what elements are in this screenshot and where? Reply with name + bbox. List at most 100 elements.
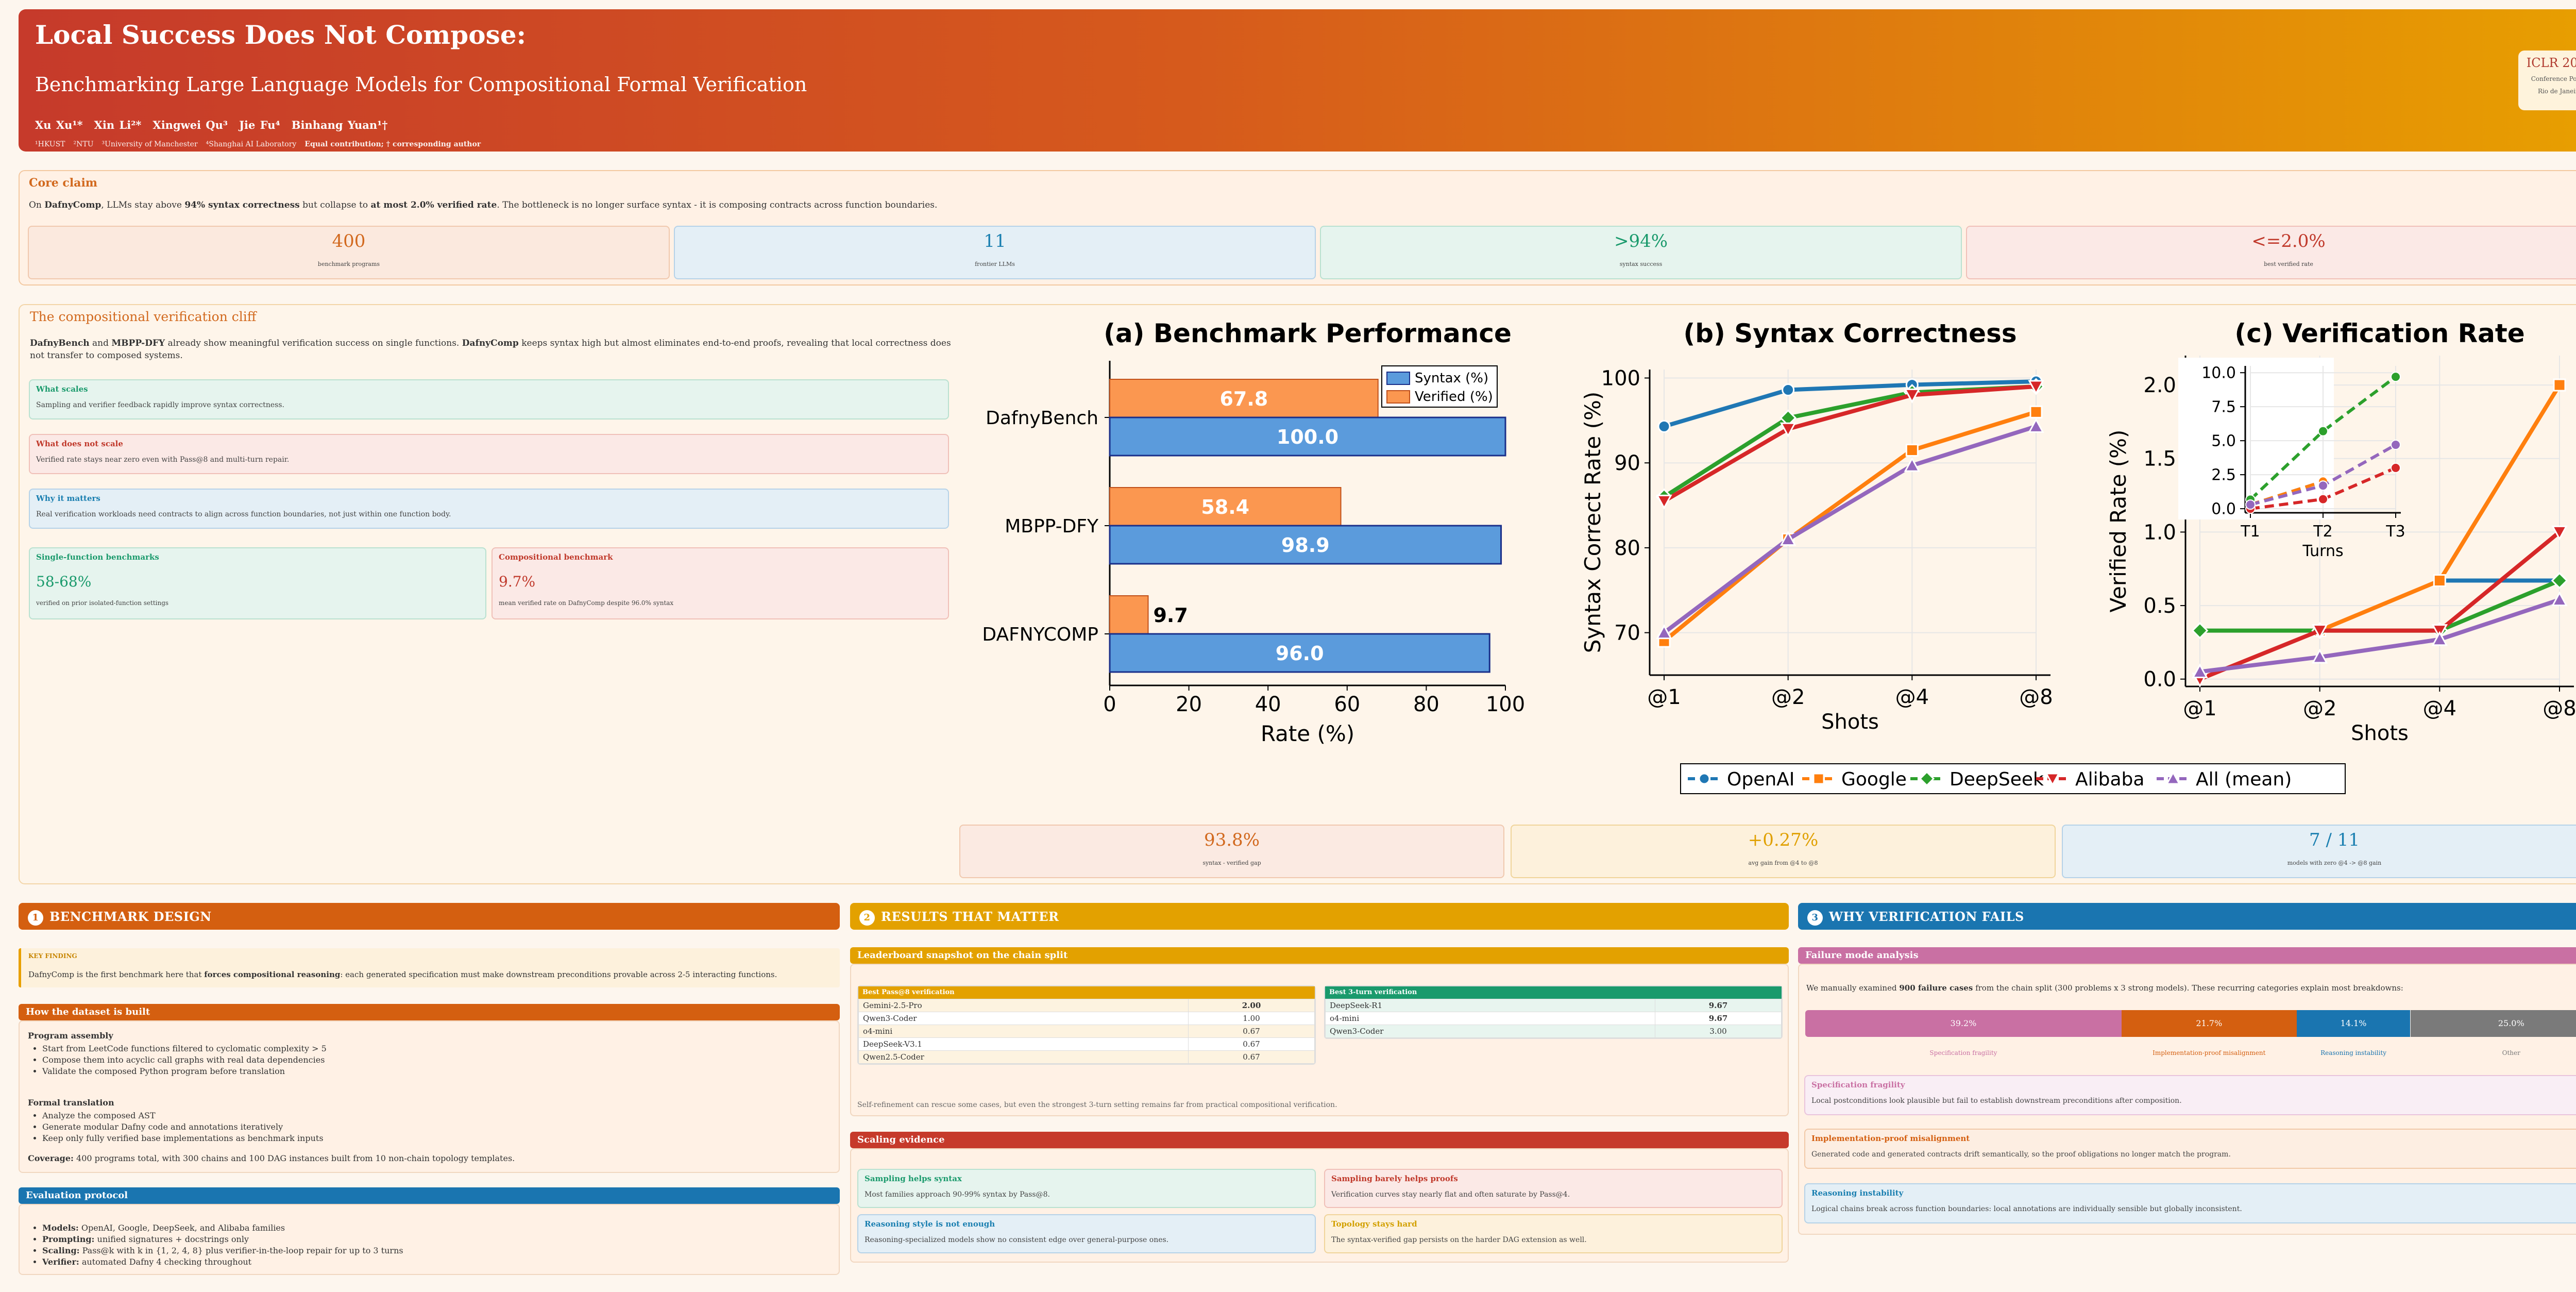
failure-segment: 25.0% xyxy=(2410,1010,2576,1037)
chart-c-inset-series-line xyxy=(2249,375,2397,501)
key-finding-box: KEY FINDING DafnyComp is the first bench… xyxy=(19,948,840,987)
venue-name: ICLR 2026 xyxy=(2526,56,2576,70)
legend-marker xyxy=(1812,773,1825,785)
chart-a-category-label: DAFNYCOMP xyxy=(982,624,1098,645)
failure-segment-label: Reasoning instability xyxy=(2320,1049,2387,1056)
failure-segment: 21.7% xyxy=(2121,1010,2297,1037)
chart-b-ytick-label: 70 xyxy=(1614,622,1640,645)
pass8-table: Best Pass@8 verification Gemini-2.5-Pro 2… xyxy=(857,985,1316,1065)
model-name: Qwen2.5-Coder xyxy=(858,1050,1189,1064)
chart-c-inset-point xyxy=(2391,440,2401,450)
failure-segment-label: Other xyxy=(2502,1049,2520,1056)
table-row: Qwen2.5-Coder 0.67 xyxy=(858,1050,1315,1064)
results-figure: (a) Benchmark Performance 0 20 40 60 80 100 Rat… xyxy=(982,318,2576,794)
card-reasoning-instability: Reasoning instability Logical chains brea… xyxy=(1804,1183,2576,1223)
card-impl-misalignment: Implementation-proof misalignment Generat… xyxy=(1804,1129,2576,1169)
chart-c-point xyxy=(2553,378,2566,392)
chart-c-inset-point xyxy=(2391,372,2401,382)
chart-c-xtick-label: @4 xyxy=(2423,697,2456,720)
model-name: Gemini-2.5-Pro xyxy=(858,999,1189,1012)
legend-label: Google xyxy=(1841,769,1907,790)
chart-c-point xyxy=(2192,663,2208,678)
failure-mode-bar: 39.2% 21.7% 14.1% 25.0% xyxy=(1805,1010,2576,1037)
chart-a-legend-label: Syntax (%) xyxy=(1415,371,1488,386)
chart-b-xlabel: Shots xyxy=(1821,710,1879,734)
model-score: 2.00 xyxy=(1188,999,1315,1012)
chart-a-bar-syntax xyxy=(1109,416,1506,457)
chart-c-xtick-label: @1 xyxy=(2183,697,2216,720)
model-name: Qwen3-Coder xyxy=(1325,1025,1655,1038)
chart-b-series-line xyxy=(1663,410,2037,643)
model-score: 0.67 xyxy=(1188,1050,1315,1064)
chart-b-series-line xyxy=(1663,384,2037,503)
chart-a-legend-label: Verified (%) xyxy=(1415,389,1493,405)
stat-gap: 93.8% syntax - verified gap xyxy=(959,825,1504,878)
chart-b-point xyxy=(1657,420,1671,433)
chart-c-ytick-label: 1.5 xyxy=(2143,447,2176,471)
chart-c-ytick-label: 0.0 xyxy=(2143,668,2176,692)
model-score: 9.67 xyxy=(1655,999,1782,1012)
chart-c-inset-ytick-label: 7.5 xyxy=(2211,398,2236,416)
table-row: Gemini-2.5-Pro 2.00 xyxy=(858,999,1315,1012)
chart-a-legend-swatch xyxy=(1386,372,1410,385)
assembly-list: Start from LeetCode functions filtered t… xyxy=(42,1043,327,1077)
chart-b-title: (b) Syntax Correctness xyxy=(1683,318,2016,348)
legend-marker xyxy=(1698,773,1710,785)
chart-c-inset-ytick-label: 10.0 xyxy=(2201,364,2236,382)
leaderboard-note: Self-refinement can rescue some cases, b… xyxy=(857,1101,1337,1109)
chart-c-inset-ytick-label: 2.5 xyxy=(2211,466,2236,484)
stat-best-verified-rate: <=2.0% best verified rate xyxy=(1966,226,2576,279)
chart-c-inset-point xyxy=(2391,462,2401,473)
chart-b-xtick-label: @8 xyxy=(2019,685,2053,709)
chart-a-label-verified: 9.7 xyxy=(1153,604,1188,627)
evidence-sampling-syntax: Sampling helps syntax Most families appro… xyxy=(857,1169,1316,1208)
card-spec-fragility: Specification fragility Local postconditi… xyxy=(1804,1075,2576,1115)
cliff-title: The compositional verification cliff xyxy=(30,309,257,324)
legend-label: Alibaba xyxy=(2075,769,2144,790)
venue-badge: ICLR 2026 Conference Poster Rio de Janei… xyxy=(2518,51,2576,110)
chart-b-xtick-label: @4 xyxy=(1895,685,1929,709)
poster-title: Local Success Does Not Compose: xyxy=(35,20,527,50)
chart-c-ytick-label: 2.0 xyxy=(2143,374,2176,397)
subsection-eval-protocol: Evaluation protocol xyxy=(19,1187,840,1204)
callout-what-scales: What scales Sampling and verifier feedbac… xyxy=(29,379,949,420)
chart-c-inset-xtick-label: T1 xyxy=(2240,523,2260,541)
chart-b-point xyxy=(1782,383,1795,397)
chart-c-point xyxy=(2433,574,2446,588)
chart-c-point xyxy=(2191,622,2209,639)
table-row: Qwen3-Coder 1.00 xyxy=(858,1012,1315,1025)
model-name: DeepSeek-V3.1 xyxy=(858,1037,1189,1051)
chart-c-ytick-label: 0.5 xyxy=(2143,594,2176,618)
chart-a-label-verified: 58.4 xyxy=(1201,496,1249,518)
table-row: o4-mini 9.67 xyxy=(1325,1012,1782,1025)
venue-place: Rio de Janeiro xyxy=(2537,88,2576,95)
chart-a-category-label: DafnyBench xyxy=(986,408,1098,429)
author: Binhang Yuan¹† xyxy=(291,119,388,131)
model-score: 0.67 xyxy=(1188,1025,1315,1038)
model-name: Qwen3-Coder xyxy=(858,1012,1189,1025)
table-row: DeepSeek-V3.1 0.67 xyxy=(858,1037,1315,1051)
chart-c-inset-series-line xyxy=(2250,480,2324,507)
callout-why-it-matters: Why it matters Real verification workload… xyxy=(29,489,949,529)
subsection-failure-modes: Failure mode analysis xyxy=(1798,947,2576,964)
subsection-scaling: Scaling evidence xyxy=(850,1132,1789,1148)
affiliation: ¹HKUST xyxy=(35,140,65,148)
chart-c-inset-point xyxy=(2318,480,2328,491)
chart-b-point xyxy=(1780,422,1797,438)
callout-what-does-not-scale: What does not scale Verified rate stays n… xyxy=(29,434,949,474)
stat-frontier-llms: 11 frontier LLMs xyxy=(674,226,1316,279)
chart-c-point xyxy=(2551,572,2568,589)
table-row: o4-mini 0.67 xyxy=(858,1025,1315,1038)
chart-a-bar-syntax xyxy=(1109,633,1490,673)
evidence-reasoning-style: Reasoning style is not enough Reasoning-s… xyxy=(857,1214,1316,1253)
chart-c-inset-ytick-label: 0.0 xyxy=(2211,500,2236,518)
chart-a-xtick-label: 40 xyxy=(1255,693,1281,716)
model-score: 9.67 xyxy=(1655,1012,1782,1025)
cliff-intro: DafnyBench and MBPP-DFY already show mea… xyxy=(30,338,951,361)
chart-b-ytick-label: 80 xyxy=(1614,536,1640,560)
author-list: Xu Xu¹* Xin Li²* Xingwei Qu³ Jie Fu⁴ Binhang… xyxy=(35,119,399,131)
chart-c-inset-point xyxy=(2318,426,2328,437)
core-claim-title: Core claim xyxy=(29,176,98,190)
chart-a-xtick-label: 0 xyxy=(1103,693,1116,716)
chart-b-point xyxy=(1656,494,1672,510)
